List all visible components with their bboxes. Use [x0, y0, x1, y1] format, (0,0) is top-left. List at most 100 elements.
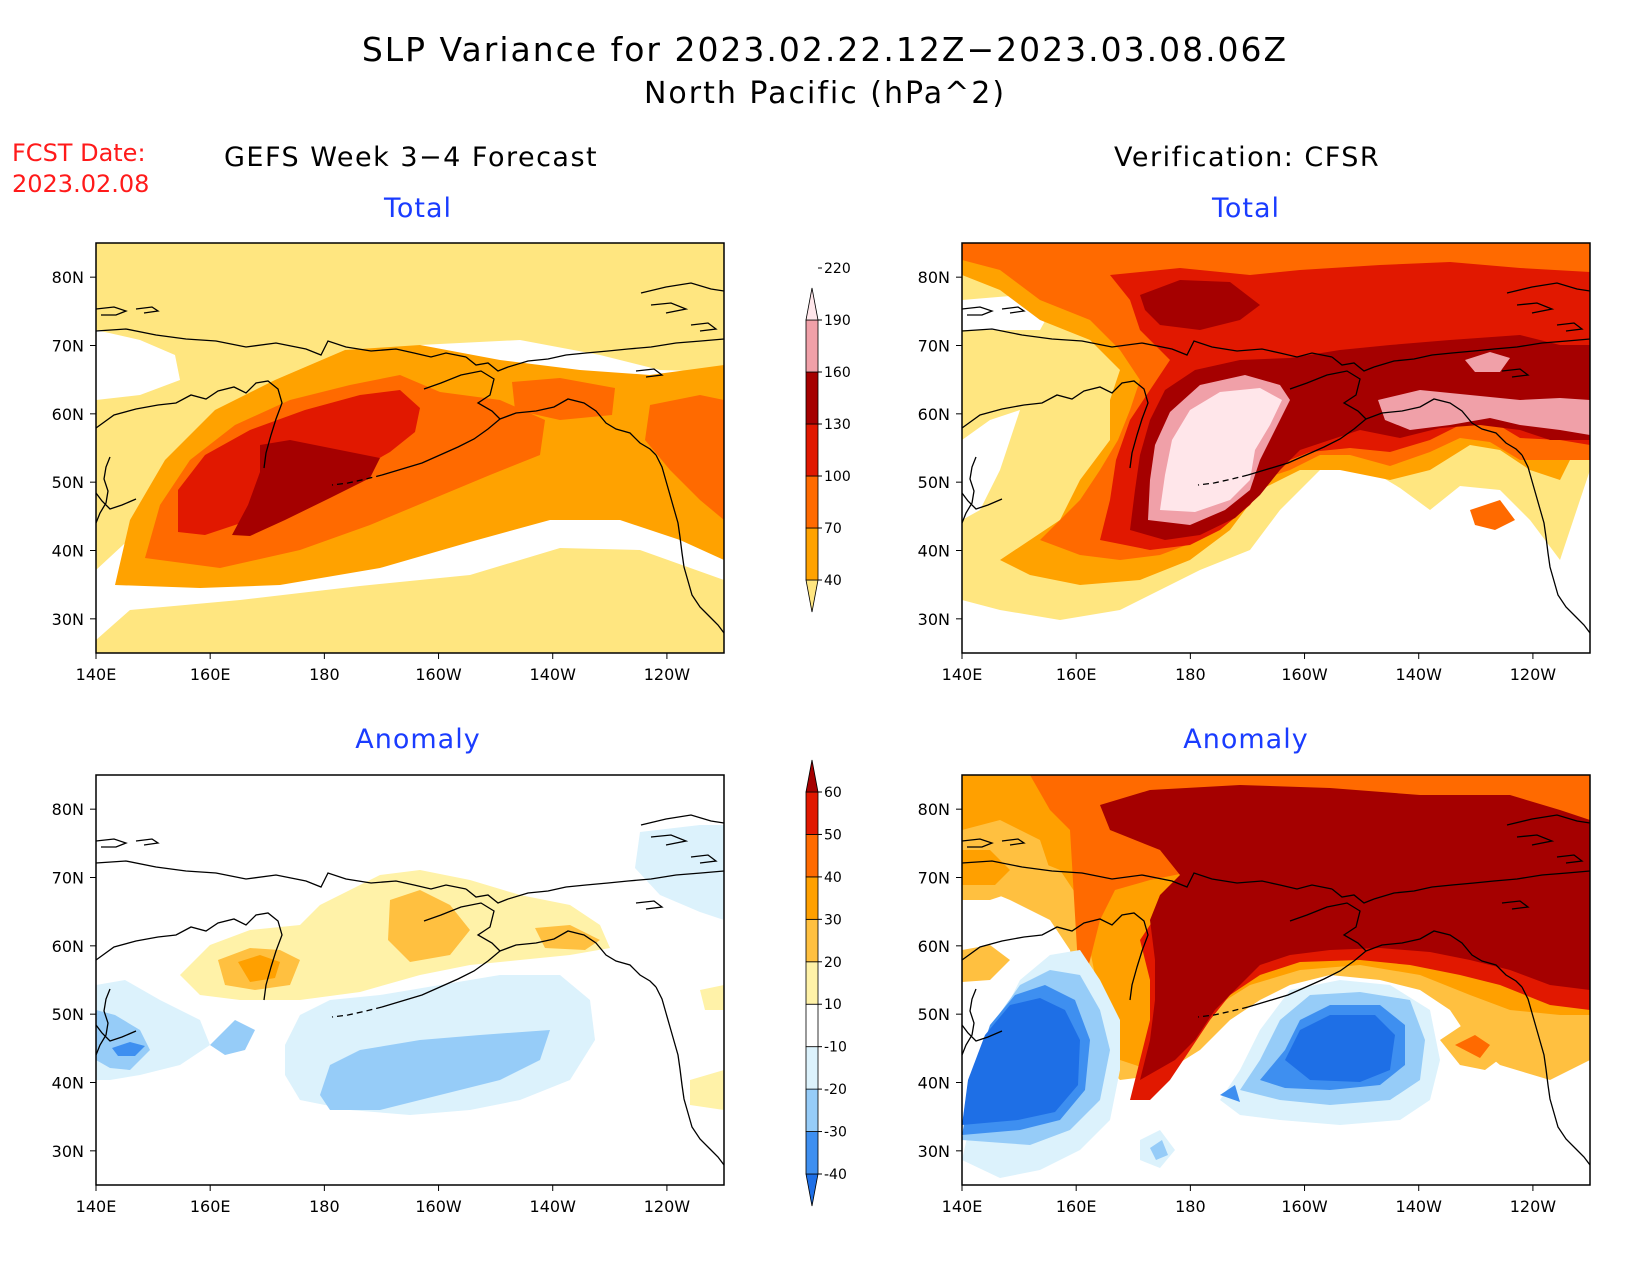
- map-panel-cfsr-anomaly: 140E 160E 180 160W 140W 120W 30N 40N 50N 60N 70N 80…: [918, 774, 1591, 1216]
- lat-tick-label-cfsr-anomaly: 50N: [918, 1005, 950, 1024]
- lon-tick-label-cfsr-total: 140W: [1396, 665, 1443, 684]
- colorbar-label-anomaly: -20: [824, 1082, 847, 1098]
- colorbar-swatch-total: [805, 475, 819, 529]
- colorbar-label-anomaly: 50: [824, 827, 842, 843]
- lon-tick-label-gefs-anomaly: 160W: [415, 1197, 462, 1216]
- map-panel-gefs-total: 140E 160E 180 160W 140W 120W 30N 40N 50N 60N 70N 80…: [52, 242, 725, 684]
- colorbar-label-anomaly: 30: [824, 912, 842, 928]
- lat-tick-label-gefs-anomaly: 50N: [52, 1005, 84, 1024]
- lon-tick-label-cfsr-total: 160E: [1056, 665, 1097, 684]
- lon-tick-label-gefs-anomaly: 140W: [530, 1197, 577, 1216]
- lat-tick-label-cfsr-anomaly: 80N: [918, 800, 950, 819]
- lon-tick-label-gefs-anomaly: 180: [309, 1197, 340, 1216]
- lat-tick-label-gefs-total: 70N: [52, 337, 84, 356]
- colorbar-swatch-anomaly: [805, 791, 819, 835]
- colorbar-label-anomaly: -30: [824, 1125, 847, 1141]
- colorbar-swatch-total: [805, 287, 819, 321]
- map-panel-gefs-anomaly: 140E 160E 180 160W 140W 120W 30N 40N 50N 60N 70N 80…: [52, 774, 725, 1216]
- lat-tick-label-cfsr-anomaly: 60N: [918, 937, 950, 956]
- lon-tick-label-cfsr-anomaly: 140E: [942, 1197, 983, 1216]
- colorbar-swatch-anomaly: [805, 1046, 819, 1090]
- lon-tick-label-cfsr-anomaly: 160E: [1056, 1197, 1097, 1216]
- lat-tick-label-gefs-anomaly: 40N: [52, 1074, 84, 1093]
- lon-tick-label-gefs-total: 140E: [76, 665, 117, 684]
- colorbar-swatch-anomaly: [805, 759, 819, 793]
- colorbar-label-total: 100: [824, 469, 851, 485]
- lat-tick-label-gefs-anomaly: 30N: [52, 1142, 84, 1161]
- colorbar-swatch-total: [805, 371, 819, 425]
- lon-tick-label-cfsr-total: 160W: [1281, 665, 1328, 684]
- panel-title-gefs-anomaly: Anomaly: [355, 724, 481, 755]
- colorbar-label-anomaly: 40: [824, 870, 842, 886]
- colorbar-label-total: 70: [824, 521, 842, 537]
- colorbar-swatch-total: [805, 423, 819, 477]
- colorbar-swatch-anomaly: [805, 1003, 819, 1048]
- lon-tick-label-cfsr-anomaly: 180: [1175, 1197, 1206, 1216]
- colorbar-swatch-anomaly: [805, 834, 819, 878]
- figure-title: SLP Variance for 2023.02.22.12Z−2023.03.…: [361, 30, 1289, 69]
- lon-tick-label-cfsr-anomaly: 120W: [1510, 1197, 1557, 1216]
- colorbar-label-anomaly: -10: [824, 1040, 847, 1056]
- colorbar-total: 40 70 100 130 160 190 220: [805, 261, 851, 613]
- colorbar-swatch-total: [805, 579, 819, 613]
- colorbar-label-total: 40: [824, 573, 842, 589]
- lat-tick-label-gefs-anomaly: 80N: [52, 800, 84, 819]
- forecast-date: FCST Date: 2023.02.08: [12, 138, 149, 200]
- lon-tick-label-gefs-total: 180: [309, 665, 340, 684]
- axis-ticks-gefs-total: 140E 160E 180 160W 140W 120W 30N 40N 50N 60N 70N 80…: [52, 268, 691, 684]
- colorbar-swatch-anomaly: [805, 1131, 819, 1175]
- colorbar-label-anomaly: 10: [824, 997, 842, 1013]
- lat-tick-label-cfsr-anomaly: 70N: [918, 869, 950, 888]
- colorbar-label-anomaly: 20: [824, 955, 842, 971]
- forecast-date-value: 2023.02.08: [12, 170, 150, 198]
- lat-tick-label-cfsr-total: 70N: [918, 337, 950, 356]
- panel-title-cfsr-anomaly: Anomaly: [1183, 724, 1309, 755]
- lon-tick-label-gefs-total: 160W: [415, 665, 462, 684]
- lon-tick-label-gefs-anomaly: 160E: [190, 1197, 231, 1216]
- map-panel-cfsr-total: 140E 160E 180 160W 140W 120W 30N 40N 50N 60N 70N 80…: [918, 242, 1591, 684]
- panel-title-gefs-total: Total: [383, 193, 453, 224]
- panel-title-cfsr-total: Total: [1211, 193, 1281, 224]
- colorbar-swatch-anomaly: [805, 961, 819, 1005]
- lon-tick-label-gefs-anomaly: 120W: [644, 1197, 691, 1216]
- forecast-date-label: FCST Date:: [12, 139, 146, 167]
- colorbar-swatch-anomaly: [805, 1088, 819, 1132]
- colorbar-label-total: 220: [824, 261, 851, 277]
- axis-ticks-cfsr-anomaly: 140E 160E 180 160W 140W 120W 30N 40N 50N 60N 70N 80…: [918, 800, 1557, 1216]
- lat-tick-label-cfsr-total: 80N: [918, 268, 950, 287]
- axis-ticks-cfsr-total: 140E 160E 180 160W 140W 120W 30N 40N 50N 60N 70N 80…: [918, 268, 1557, 684]
- lon-tick-label-cfsr-total: 120W: [1510, 665, 1557, 684]
- lat-tick-label-gefs-total: 30N: [52, 610, 84, 629]
- lat-tick-label-gefs-anomaly: 60N: [52, 937, 84, 956]
- lon-tick-label-gefs-total: 160E: [190, 665, 231, 684]
- axis-ticks-gefs-anomaly: 140E 160E 180 160W 140W 120W 30N 40N 50N 60N 70N 80…: [52, 800, 691, 1216]
- colorbar-label-anomaly: -40: [824, 1167, 847, 1183]
- lat-tick-label-cfsr-total: 40N: [918, 542, 950, 561]
- lat-tick-label-cfsr-anomaly: 40N: [918, 1074, 950, 1093]
- lat-tick-label-cfsr-total: 60N: [918, 405, 950, 424]
- lon-tick-label-gefs-total: 120W: [644, 665, 691, 684]
- colorbar-swatch-total: [805, 527, 819, 581]
- lat-tick-label-gefs-total: 50N: [52, 473, 84, 492]
- lon-tick-label-gefs-anomaly: 140E: [76, 1197, 117, 1216]
- lat-tick-label-gefs-total: 40N: [52, 542, 84, 561]
- lat-tick-label-cfsr-anomaly: 30N: [918, 1142, 950, 1161]
- lon-tick-label-cfsr-total: 180: [1175, 665, 1206, 684]
- lon-tick-label-cfsr-anomaly: 140W: [1396, 1197, 1443, 1216]
- colorbar-label-anomaly: 60: [824, 785, 842, 801]
- colorbar-label-total: 190: [824, 313, 851, 329]
- colorbar-label-total: 160: [824, 365, 851, 381]
- colorbar-label-total: 130: [824, 417, 851, 433]
- colorbar-swatch-anomaly: [805, 1173, 819, 1207]
- colorbar-swatch-total: [805, 319, 819, 373]
- colorbar-swatch-anomaly: [805, 918, 819, 963]
- lon-tick-label-cfsr-total: 140E: [942, 665, 983, 684]
- lat-tick-label-cfsr-total: 50N: [918, 473, 950, 492]
- lat-tick-label-gefs-total: 80N: [52, 268, 84, 287]
- colorbar-swatch-anomaly: [805, 876, 819, 920]
- figure-subtitle: North Pacific (hPa^2): [643, 76, 1007, 111]
- lat-tick-label-gefs-anomaly: 70N: [52, 869, 84, 888]
- left-column-title: GEFS Week 3−4 Forecast: [224, 142, 599, 173]
- lon-tick-label-gefs-total: 140W: [530, 665, 577, 684]
